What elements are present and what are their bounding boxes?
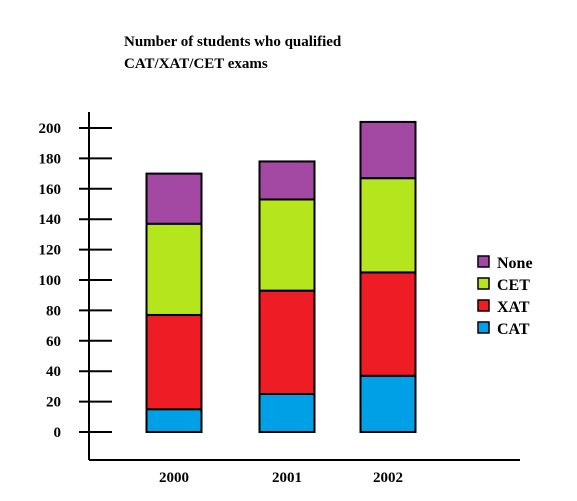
y-tick-label: 40 [46,364,61,380]
bar-segment-xat-2000 [145,313,203,411]
y-tick-label: 80 [46,303,61,319]
bar-segment-cat-2000 [145,408,203,434]
y-tick-label: 20 [46,395,61,411]
y-tick-label: 160 [39,182,62,198]
bar-segment-xat-2001 [258,289,316,396]
bar-segment-none-2000 [145,172,203,225]
y-tick-label: 120 [39,243,62,259]
bar-segment-xat-2002 [359,271,417,377]
bar-segment-cat-2001 [258,393,316,433]
legend-swatch-cat [477,321,490,334]
y-tick-label: 140 [39,212,62,228]
bar-segment-cet-2000 [145,222,203,316]
bar-segment-none-2002 [359,120,417,180]
bar-segment-none-2001 [258,160,316,201]
y-tick-label: 180 [39,151,62,167]
legend: None CET XAT CAT [477,255,533,338]
legend-label-none: None [497,255,533,272]
x-axis-labels: 2000 2001 2002 [159,470,403,486]
bar-segment-cet-2001 [258,198,316,292]
bar-segment-cet-2002 [359,177,417,274]
legend-label-xat: XAT [497,299,530,316]
y-axis-ticks: 0 20 40 60 80 100 120 140 160 180 200 [39,121,112,441]
x-tick-label: 2001 [272,470,302,486]
y-tick-label: 200 [39,121,62,137]
chart-title-line-2: CAT/XAT/CET exams [124,56,268,72]
x-tick-label: 2000 [159,470,189,486]
y-tick-label: 100 [39,273,62,289]
legend-label-cet: CET [497,277,530,294]
bar-segment-cat-2002 [359,374,417,434]
legend-swatch-xat [477,299,490,312]
y-tick-label: 60 [46,334,61,350]
y-tick-label: 0 [54,425,62,441]
legend-label-cat: CAT [497,321,530,338]
bars-group [145,120,417,434]
x-tick-label: 2002 [373,470,403,486]
legend-swatch-none [477,255,490,268]
legend-swatch-cet [477,277,490,290]
chart-title-line-1: Number of students who qualified [124,34,342,50]
